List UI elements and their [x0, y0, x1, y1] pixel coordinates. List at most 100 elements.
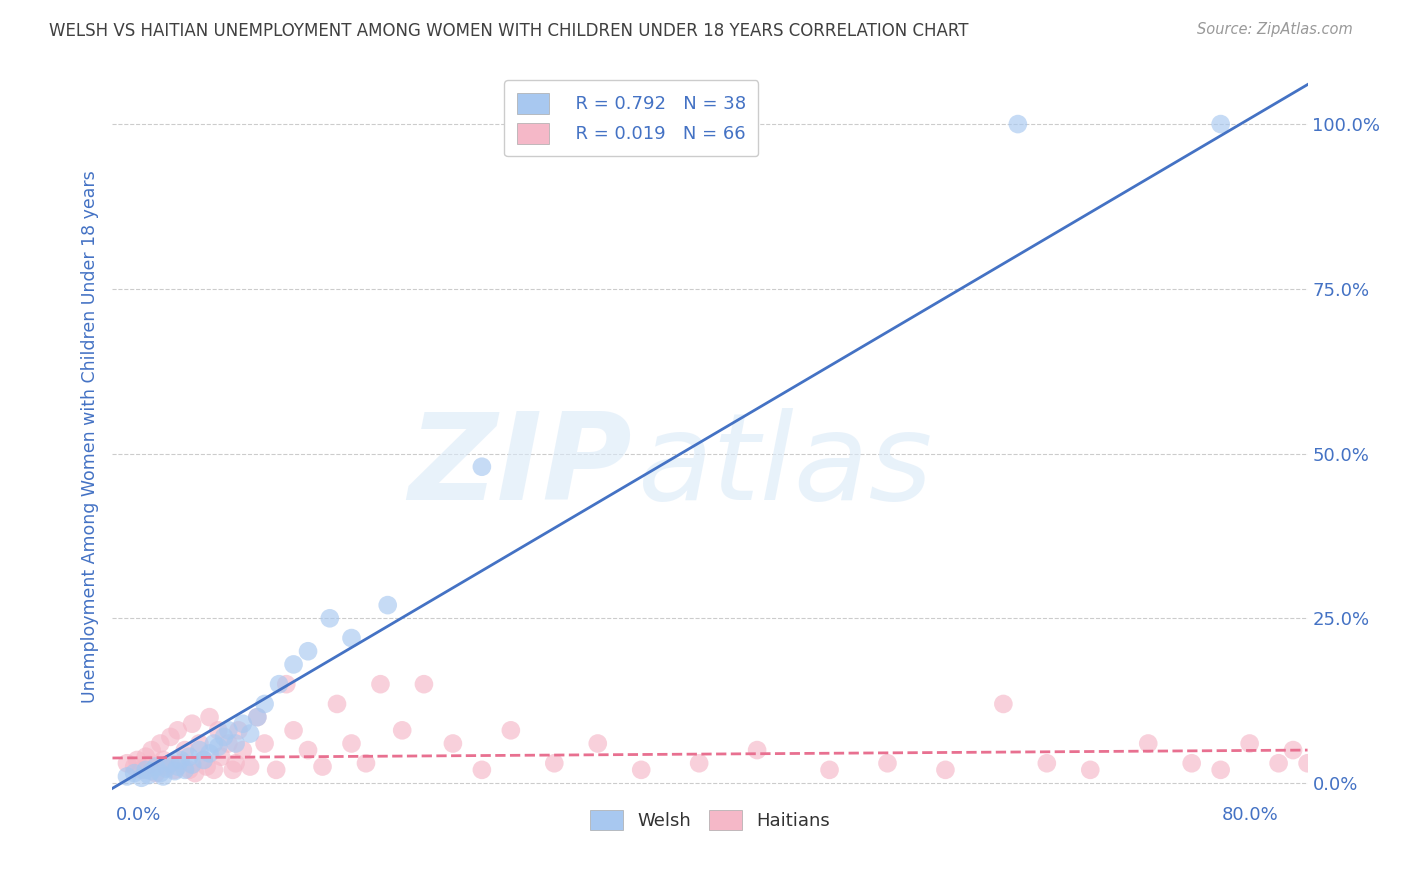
Point	[181, 716, 204, 731]
Point	[499, 723, 522, 738]
Point	[159, 730, 181, 744]
Point	[471, 763, 494, 777]
Point	[283, 723, 305, 738]
Point	[179, 749, 201, 764]
Point	[225, 737, 247, 751]
Point	[818, 763, 841, 777]
Point	[138, 757, 160, 772]
Point	[115, 769, 138, 783]
Point	[179, 763, 201, 777]
Point	[340, 631, 363, 645]
Point	[149, 737, 172, 751]
Point	[370, 677, 392, 691]
Point	[543, 756, 565, 771]
Point	[174, 743, 197, 757]
Point	[149, 766, 172, 780]
Text: atlas: atlas	[638, 408, 934, 524]
Text: WELSH VS HAITIAN UNEMPLOYMENT AMONG WOMEN WITH CHILDREN UNDER 18 YEARS CORRELATI: WELSH VS HAITIAN UNEMPLOYMENT AMONG WOME…	[49, 22, 969, 40]
Point	[876, 756, 898, 771]
Point	[1282, 743, 1305, 757]
Point	[217, 737, 239, 751]
Point	[1137, 737, 1160, 751]
Point	[193, 753, 215, 767]
Point	[993, 697, 1015, 711]
Point	[174, 763, 197, 777]
Point	[239, 726, 262, 740]
Point	[354, 756, 377, 771]
Point	[297, 644, 319, 658]
Point	[297, 743, 319, 757]
Point	[745, 743, 768, 757]
Text: ZIP: ZIP	[409, 408, 633, 524]
Point	[155, 759, 177, 773]
Y-axis label: Unemployment Among Women with Children Under 18 years: Unemployment Among Women with Children U…	[80, 170, 98, 704]
Point	[209, 749, 232, 764]
Point	[127, 753, 149, 767]
Point	[377, 598, 399, 612]
Point	[193, 753, 215, 767]
Point	[1209, 763, 1232, 777]
Point	[152, 753, 174, 767]
Point	[202, 763, 225, 777]
Point	[122, 766, 145, 780]
Point	[217, 723, 239, 738]
Point	[1036, 756, 1059, 771]
Point	[253, 737, 276, 751]
Point	[1267, 756, 1289, 771]
Point	[145, 759, 167, 773]
Point	[253, 697, 276, 711]
Point	[630, 763, 652, 777]
Point	[1209, 117, 1232, 131]
Point	[195, 759, 218, 773]
Point	[232, 743, 254, 757]
Point	[688, 756, 710, 771]
Point	[188, 737, 211, 751]
Point	[141, 764, 163, 779]
Point	[239, 759, 262, 773]
Point	[207, 739, 229, 754]
Text: 80.0%: 80.0%	[1222, 806, 1278, 824]
Point	[115, 756, 138, 771]
Point	[326, 697, 349, 711]
Point	[212, 730, 235, 744]
Point	[264, 763, 287, 777]
Point	[198, 747, 221, 761]
Point	[311, 759, 333, 773]
Point	[283, 657, 305, 672]
Point	[163, 764, 186, 779]
Point	[163, 763, 186, 777]
Point	[276, 677, 298, 691]
Point	[1007, 117, 1029, 131]
Point	[122, 759, 145, 773]
Point	[135, 763, 157, 777]
Point	[181, 757, 204, 772]
Point	[131, 763, 153, 777]
Point	[413, 677, 436, 691]
Text: Source: ZipAtlas.com: Source: ZipAtlas.com	[1197, 22, 1353, 37]
Point	[138, 768, 160, 782]
Point	[391, 723, 413, 738]
Text: 0.0%: 0.0%	[115, 806, 160, 824]
Point	[232, 716, 254, 731]
Point	[267, 677, 290, 691]
Point	[934, 763, 956, 777]
Point	[169, 753, 191, 767]
Point	[246, 710, 269, 724]
Point	[159, 756, 181, 771]
Point	[152, 769, 174, 783]
Legend: Welsh, Haitians: Welsh, Haitians	[583, 803, 837, 838]
Point	[184, 766, 207, 780]
Point	[198, 710, 221, 724]
Point	[169, 756, 191, 771]
Point	[188, 743, 211, 757]
Point	[586, 737, 609, 751]
Point	[1296, 756, 1319, 771]
Point	[166, 723, 188, 738]
Point	[135, 749, 157, 764]
Point	[207, 723, 229, 738]
Point	[1078, 763, 1101, 777]
Point	[155, 762, 177, 776]
Point	[246, 710, 269, 724]
Point	[131, 771, 153, 785]
Point	[228, 723, 250, 738]
